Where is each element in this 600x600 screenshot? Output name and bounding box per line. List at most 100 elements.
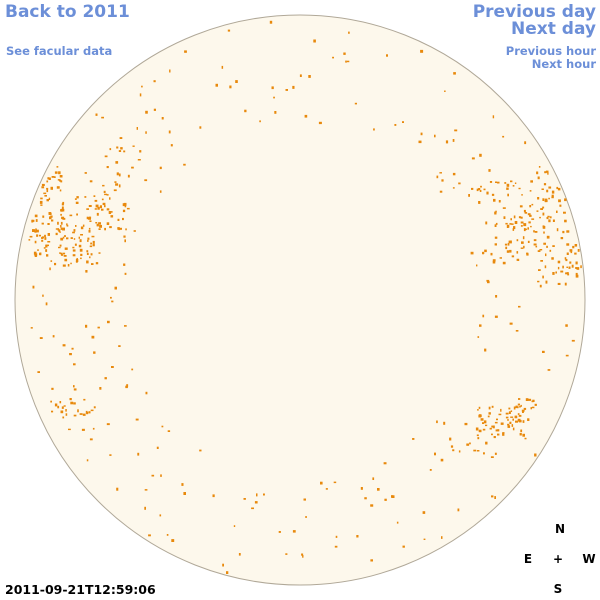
- facula-point: [58, 246, 61, 249]
- facula-point: [59, 175, 63, 178]
- facula-point: [75, 225, 77, 227]
- facula-point: [576, 267, 580, 270]
- facula-point: [534, 453, 537, 457]
- facula-point: [541, 188, 544, 190]
- previous-day-link[interactable]: Previous day: [472, 2, 596, 22]
- facula-point: [46, 244, 49, 247]
- facula-point: [505, 246, 508, 250]
- facula-point: [144, 179, 148, 182]
- facula-point: [568, 266, 571, 269]
- facula-point: [507, 193, 509, 197]
- facula-point: [507, 242, 510, 246]
- facula-point: [80, 234, 83, 236]
- facula-point: [439, 190, 443, 193]
- facula-point: [85, 324, 88, 328]
- facula-point: [522, 236, 525, 240]
- facula-point: [256, 493, 258, 497]
- facula-point: [566, 243, 570, 246]
- facula-point: [80, 253, 83, 256]
- facula-point: [80, 226, 84, 230]
- facula-point: [132, 145, 135, 147]
- facula-point: [479, 153, 482, 157]
- compass-north-label: N: [554, 522, 566, 536]
- facula-point: [370, 504, 374, 507]
- facula-point: [308, 75, 311, 78]
- facula-point: [492, 425, 495, 429]
- facula-point: [74, 198, 77, 200]
- facula-point: [519, 205, 523, 208]
- facula-point: [533, 243, 537, 246]
- next-day-link[interactable]: Next day: [511, 19, 596, 39]
- facula-point: [571, 264, 574, 268]
- facula-point: [74, 243, 77, 246]
- facula-point: [70, 262, 72, 265]
- facula-point: [62, 264, 66, 267]
- facula-point: [104, 377, 107, 380]
- facula-point: [137, 159, 141, 161]
- facula-point: [55, 228, 59, 230]
- facula-point: [73, 238, 76, 240]
- next-hour-link[interactable]: Next hour: [531, 57, 596, 71]
- facula-point: [492, 259, 496, 262]
- facula-point: [221, 65, 224, 69]
- facula-point: [238, 553, 241, 556]
- facula-point: [529, 190, 532, 192]
- back-to-year-link[interactable]: Back to 2011: [5, 2, 130, 22]
- facula-point: [458, 450, 461, 453]
- facula-point: [31, 219, 34, 223]
- facula-point: [156, 446, 159, 449]
- facula-point: [450, 445, 454, 448]
- facula-point: [36, 234, 39, 237]
- facula-point: [510, 218, 512, 221]
- facula-point: [495, 429, 499, 432]
- facula-point: [540, 208, 543, 210]
- facula-point: [516, 258, 519, 261]
- facula-point: [551, 190, 555, 194]
- facula-point: [496, 418, 498, 421]
- facula-point: [556, 186, 559, 190]
- facula-point: [434, 134, 436, 138]
- facula-point: [497, 429, 500, 432]
- facula-point: [372, 477, 375, 480]
- facula-point: [82, 224, 85, 227]
- facula-point: [502, 432, 505, 434]
- facula-point: [89, 438, 93, 441]
- facula-point: [59, 401, 62, 404]
- facula-point: [513, 226, 516, 230]
- facula-point: [305, 516, 307, 518]
- facula-point: [507, 419, 509, 421]
- facula-point: [80, 257, 82, 260]
- facula-point: [96, 212, 99, 216]
- facula-point: [476, 450, 480, 452]
- facula-point: [148, 534, 151, 537]
- facula-point: [507, 425, 511, 428]
- facula-point: [557, 187, 561, 191]
- facula-point: [166, 534, 169, 536]
- facula-point: [476, 264, 478, 267]
- facula-point: [512, 418, 514, 421]
- facula-point: [574, 252, 577, 255]
- facula-point: [37, 371, 40, 373]
- facula-point: [82, 413, 86, 416]
- facula-point: [89, 245, 93, 248]
- facula-point: [532, 399, 535, 402]
- facula-point: [519, 433, 522, 436]
- facula-point: [59, 189, 62, 192]
- facula-point: [90, 242, 92, 245]
- facula-point: [159, 166, 162, 170]
- facula-point: [199, 449, 202, 452]
- facula-point: [563, 211, 566, 214]
- facula-point: [537, 280, 540, 283]
- facula-point: [549, 249, 552, 252]
- facula-point: [511, 223, 514, 225]
- previous-hour-link[interactable]: Previous hour: [505, 44, 596, 58]
- facula-point: [73, 363, 76, 366]
- facula-point: [86, 208, 89, 210]
- facula-point: [370, 559, 373, 562]
- facula-point: [35, 228, 37, 230]
- facula-point: [521, 241, 524, 244]
- facular-data-link[interactable]: See facular data: [6, 44, 113, 58]
- facula-point: [95, 204, 99, 208]
- facula-point: [479, 189, 482, 192]
- facula-point: [243, 498, 246, 500]
